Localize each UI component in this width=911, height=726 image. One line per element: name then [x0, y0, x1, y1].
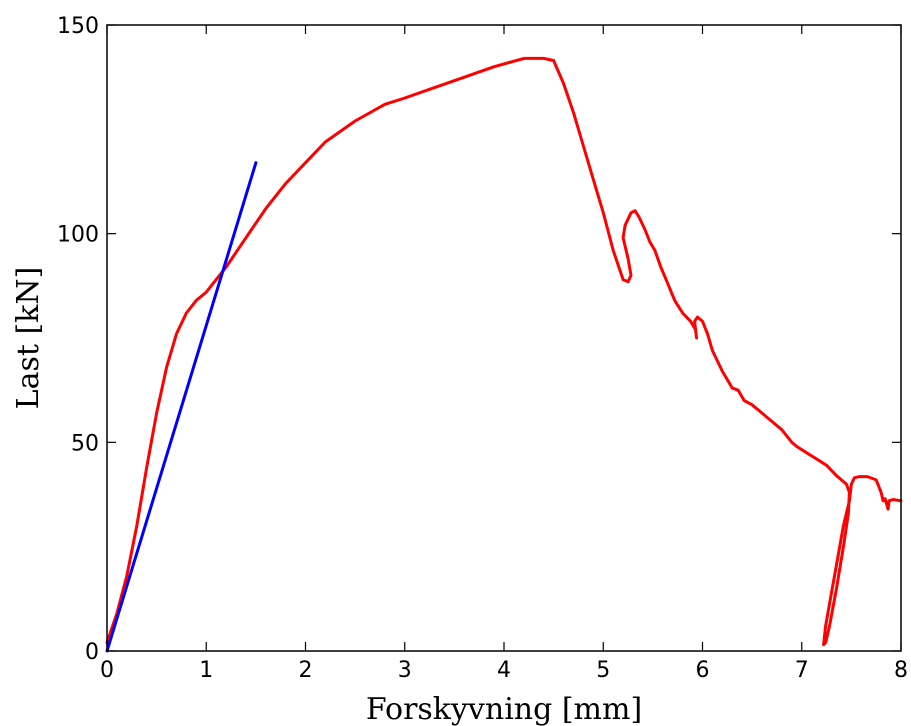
y-tick-label-50: 50	[71, 431, 99, 456]
y-tick-label-100: 100	[57, 223, 99, 248]
y-tick-label-0: 0	[85, 640, 99, 665]
x-tick-label-4: 4	[497, 658, 511, 683]
x-tick-label-5: 5	[596, 658, 610, 683]
series-line-2	[105, 161, 258, 653]
series-line-1	[105, 56, 903, 647]
x-tick-label-0: 0	[100, 658, 114, 683]
x-tick-label-7: 7	[795, 658, 809, 683]
x-tick-label-2: 2	[299, 658, 313, 683]
axis-ticks	[106, 24, 902, 652]
y-tick-label-150: 150	[57, 14, 99, 39]
plot-area	[105, 56, 903, 653]
x-tick-label-3: 3	[398, 658, 412, 683]
axes-frame	[106, 24, 902, 652]
y-axis-label: Last [kN]	[11, 267, 46, 410]
x-tick-label-8: 8	[894, 658, 908, 683]
x-tick-label-6: 6	[696, 658, 710, 683]
x-axis-label: Forskyvning [mm]	[366, 692, 642, 726]
x-tick-label-1: 1	[199, 658, 213, 683]
tick-labels: 0 1 2 3 4 5 6 7 8 0 50 100 150	[57, 14, 908, 683]
